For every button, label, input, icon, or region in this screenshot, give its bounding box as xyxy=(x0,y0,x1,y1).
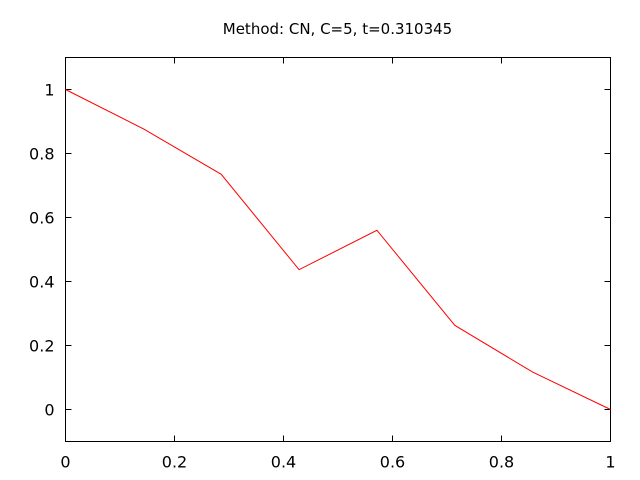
x-tick-label: 1 xyxy=(605,453,615,472)
series-layer xyxy=(65,89,611,410)
x-tick-label: 0.2 xyxy=(162,453,187,472)
y-tick-label: 0.6 xyxy=(29,209,54,228)
x-tick-label: 0.4 xyxy=(271,453,296,472)
axis-ticks xyxy=(65,57,611,442)
x-tick-label: 0.6 xyxy=(380,453,405,472)
y-tick-label: 0.4 xyxy=(29,273,54,292)
y-axis-tick-labels: 0 0.2 0.4 0.6 0.8 1 xyxy=(29,81,54,420)
series-line-0 xyxy=(65,89,611,410)
x-tick-label: 0 xyxy=(60,453,70,472)
x-tick-label: 0.8 xyxy=(489,453,514,472)
plot-area-frame xyxy=(65,57,611,442)
chart-title: Method: CN, C=5, t=0.310345 xyxy=(223,20,452,38)
y-tick-label: 0 xyxy=(44,401,54,420)
x-axis-tick-labels: 0 0.2 0.4 0.6 0.8 1 xyxy=(60,453,615,472)
y-tick-label: 1 xyxy=(44,81,54,100)
y-tick-label: 0.8 xyxy=(29,145,54,164)
y-tick-label: 0.2 xyxy=(29,337,54,356)
